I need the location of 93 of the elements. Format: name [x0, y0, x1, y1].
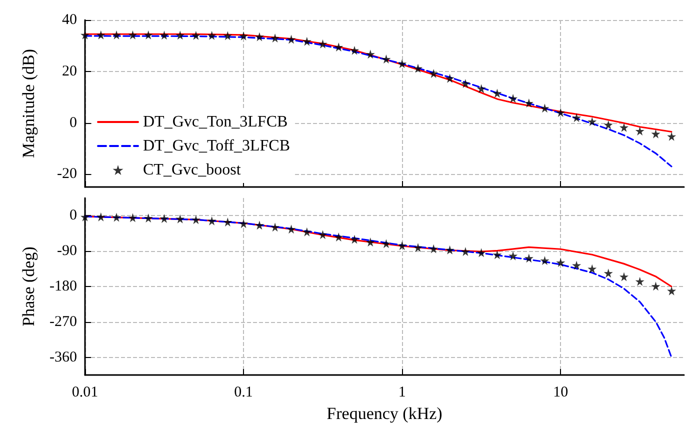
point: [270, 33, 280, 42]
point: [302, 227, 312, 236]
point: [572, 260, 582, 270]
point: [635, 126, 644, 136]
point: [223, 217, 232, 226]
point: [476, 84, 486, 94]
point: [270, 222, 280, 232]
x-axis-title: Frequency (kHz): [326, 404, 442, 423]
point: [176, 30, 185, 40]
point: [588, 116, 597, 126]
point: [318, 230, 328, 240]
point: [460, 78, 470, 88]
x-tick-label: 1: [398, 384, 406, 400]
point: [382, 54, 391, 64]
point: [667, 286, 676, 296]
point: [223, 31, 232, 40]
y-tick-label: -180: [50, 278, 77, 294]
x-tick-label: 10: [553, 384, 568, 400]
point: [96, 212, 106, 222]
point: [398, 59, 407, 68]
point: [651, 282, 660, 291]
point: [429, 244, 438, 254]
point: [556, 258, 566, 268]
point: [366, 50, 375, 59]
y-tick-label: -270: [50, 314, 77, 330]
y-tick-label: 40: [62, 12, 77, 28]
point: [176, 214, 185, 224]
legend-label: CT_Gvc_boost: [143, 162, 242, 178]
point: [382, 239, 391, 248]
point: [414, 243, 422, 252]
point: [524, 98, 534, 108]
point: [492, 250, 502, 260]
point: [572, 113, 582, 122]
legend-label: DT_Gvc_Toff_3LFCB: [143, 138, 290, 154]
point: [588, 264, 597, 274]
point: [318, 39, 328, 48]
y-tick-label: -20: [57, 166, 77, 182]
point: [112, 30, 121, 40]
point: [651, 129, 660, 138]
point: [350, 46, 359, 55]
point: [191, 215, 200, 224]
point: [556, 108, 566, 117]
point: [144, 214, 153, 223]
point: [207, 30, 216, 40]
point: [540, 256, 550, 266]
y-tick-label: 20: [62, 63, 77, 80]
point: [239, 31, 248, 40]
point: [667, 132, 676, 141]
point: [96, 30, 106, 40]
y-axis-title: Magnitude (dB): [19, 48, 38, 158]
point: [619, 122, 628, 132]
point: [445, 74, 454, 83]
point: [508, 251, 518, 260]
point: [445, 245, 454, 254]
point: [334, 42, 344, 52]
point: [160, 30, 169, 40]
point: [604, 120, 613, 130]
legend-label: DT_Gvc_Ton_3LFCB: [143, 114, 288, 130]
point: [540, 104, 550, 113]
point: [286, 224, 296, 234]
point: [160, 214, 169, 223]
point: [334, 232, 344, 242]
y-tick-label: 0: [70, 114, 77, 131]
point: [302, 36, 312, 46]
point: [350, 234, 359, 244]
point: [191, 30, 200, 40]
point: [207, 216, 216, 226]
x-tick-label: 0.01: [72, 384, 98, 400]
point: [604, 268, 613, 278]
point: [476, 248, 486, 258]
y-tick-label: -360: [50, 349, 77, 366]
point: [128, 213, 138, 222]
y-axis-title: Phase (deg): [19, 246, 38, 326]
point: [286, 34, 296, 44]
y-tick-label: -90: [57, 243, 77, 260]
point: [254, 32, 264, 42]
x-tick-label: 0.1: [234, 384, 253, 400]
point: [128, 30, 138, 40]
point: [414, 64, 422, 73]
y-tick-label: 0: [70, 208, 77, 224]
point: [239, 219, 248, 228]
point: [460, 246, 470, 256]
point: [508, 94, 518, 103]
point: [635, 276, 644, 286]
point: [492, 88, 502, 98]
point: [524, 254, 534, 263]
point: [619, 272, 628, 282]
point: [429, 68, 438, 78]
point: [366, 238, 375, 247]
point: [398, 241, 407, 250]
point: [112, 212, 121, 222]
point: [254, 220, 264, 230]
point: [144, 30, 153, 40]
